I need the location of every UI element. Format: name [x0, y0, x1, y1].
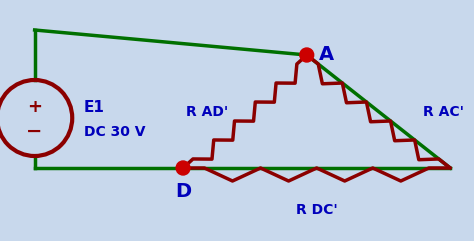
Text: −: −: [27, 121, 43, 141]
Text: DC 30 V: DC 30 V: [84, 125, 146, 139]
Text: E1: E1: [84, 100, 105, 115]
Text: R DC': R DC': [296, 203, 337, 217]
Circle shape: [300, 48, 314, 62]
Text: R AD': R AD': [186, 105, 228, 119]
Text: R AC': R AC': [423, 105, 464, 119]
Text: A: A: [319, 45, 334, 64]
Text: D: D: [175, 182, 191, 201]
Circle shape: [176, 161, 190, 175]
Text: +: +: [27, 98, 42, 116]
